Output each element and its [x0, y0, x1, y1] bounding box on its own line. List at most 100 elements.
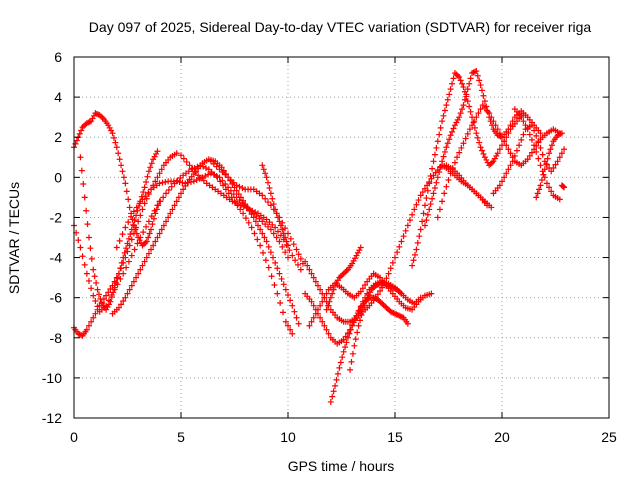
data-point — [152, 238, 159, 245]
data-point — [210, 160, 217, 167]
data-point — [374, 291, 381, 298]
data-point — [160, 222, 167, 229]
data-point — [446, 91, 453, 98]
data-point — [406, 217, 413, 224]
data-point — [548, 188, 555, 195]
data-point — [239, 185, 246, 192]
data-point — [118, 162, 125, 169]
data-point — [249, 207, 256, 214]
data-point — [77, 244, 84, 251]
data-point — [158, 226, 165, 233]
data-point — [257, 226, 264, 233]
data-point — [534, 190, 541, 197]
y-axis-label: SDTVAR / TECUs — [6, 182, 22, 294]
data-point — [173, 198, 180, 205]
data-point — [317, 302, 324, 309]
y-tick-label: 6 — [54, 49, 62, 65]
data-point — [540, 171, 547, 178]
data-point — [413, 246, 420, 253]
data-point — [398, 238, 405, 245]
data-point — [83, 326, 90, 333]
series-track-22 — [533, 130, 565, 201]
data-point — [154, 148, 161, 155]
data-point — [306, 266, 313, 273]
data-point — [454, 154, 461, 161]
data-point — [362, 281, 369, 288]
data-point — [526, 152, 533, 159]
data-point — [325, 330, 332, 337]
data-point — [149, 221, 156, 228]
data-point — [230, 179, 237, 186]
data-point — [180, 186, 187, 193]
data-point — [520, 118, 527, 125]
data-point — [329, 290, 336, 297]
data-point — [140, 229, 147, 236]
data-point — [531, 127, 538, 134]
data-point — [458, 144, 465, 151]
data-point — [138, 193, 145, 200]
data-point — [518, 136, 525, 143]
data-point — [145, 189, 152, 196]
data-point — [236, 197, 243, 204]
data-point — [280, 309, 287, 316]
data-point — [233, 187, 240, 194]
data-point — [528, 136, 535, 143]
data-point — [273, 210, 280, 217]
x-tick-label: 5 — [177, 429, 185, 445]
series-track-3 — [71, 150, 180, 339]
data-point — [496, 182, 503, 189]
data-point — [507, 150, 514, 157]
data-point — [190, 178, 197, 185]
data-point — [477, 106, 484, 113]
data-point — [84, 221, 91, 228]
data-point — [262, 221, 269, 228]
data-point — [441, 148, 448, 155]
data-point — [78, 167, 85, 174]
data-point — [97, 296, 104, 303]
data-point — [154, 174, 161, 181]
data-point — [280, 230, 287, 237]
data-point — [225, 174, 232, 181]
data-point — [518, 114, 525, 121]
data-point — [237, 202, 244, 209]
data-point — [173, 150, 180, 157]
data-point — [193, 177, 200, 184]
data-point — [90, 314, 97, 321]
data-point — [459, 106, 466, 113]
data-point — [520, 131, 527, 138]
data-point — [113, 274, 120, 281]
data-point — [287, 326, 294, 333]
data-point — [389, 259, 396, 266]
data-point — [456, 114, 463, 121]
data-point — [123, 264, 130, 271]
data-point — [146, 230, 153, 237]
data-point — [285, 242, 291, 249]
data-point — [503, 170, 510, 177]
data-point — [80, 181, 87, 188]
data-point — [156, 180, 163, 187]
data-point — [308, 318, 315, 325]
data-point — [118, 259, 125, 266]
data-point — [202, 164, 209, 171]
data-point — [152, 178, 159, 185]
data-point — [343, 339, 350, 346]
data-point — [536, 186, 543, 193]
data-point — [242, 215, 249, 222]
data-point — [78, 332, 85, 339]
data-point — [120, 298, 127, 305]
data-point — [359, 285, 366, 292]
data-point — [150, 215, 157, 222]
data-point — [337, 359, 344, 366]
data-point — [187, 179, 194, 186]
data-point — [473, 114, 480, 121]
data-point — [543, 161, 550, 168]
data-point — [541, 166, 548, 173]
data-point — [450, 125, 457, 132]
data-point — [509, 158, 516, 165]
data-point — [421, 222, 428, 229]
data-point — [444, 96, 451, 103]
data-point — [347, 326, 354, 333]
data-point — [133, 212, 140, 219]
data-point — [344, 334, 351, 341]
